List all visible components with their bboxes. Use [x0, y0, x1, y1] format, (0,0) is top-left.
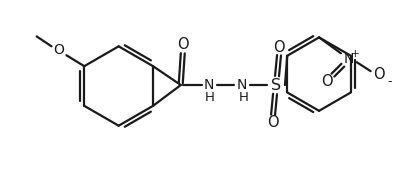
Text: N: N: [344, 52, 354, 66]
Text: O: O: [267, 115, 279, 130]
Text: N: N: [203, 78, 214, 92]
Text: H: H: [205, 91, 214, 104]
Text: H: H: [238, 91, 248, 104]
Text: S: S: [271, 77, 281, 93]
Text: N: N: [237, 78, 248, 92]
Text: O: O: [53, 43, 64, 57]
Text: -: -: [387, 75, 392, 87]
Text: O: O: [177, 37, 188, 52]
Text: +: +: [352, 49, 360, 59]
Text: O: O: [273, 40, 285, 55]
Text: O: O: [321, 74, 333, 89]
Text: O: O: [373, 67, 384, 82]
